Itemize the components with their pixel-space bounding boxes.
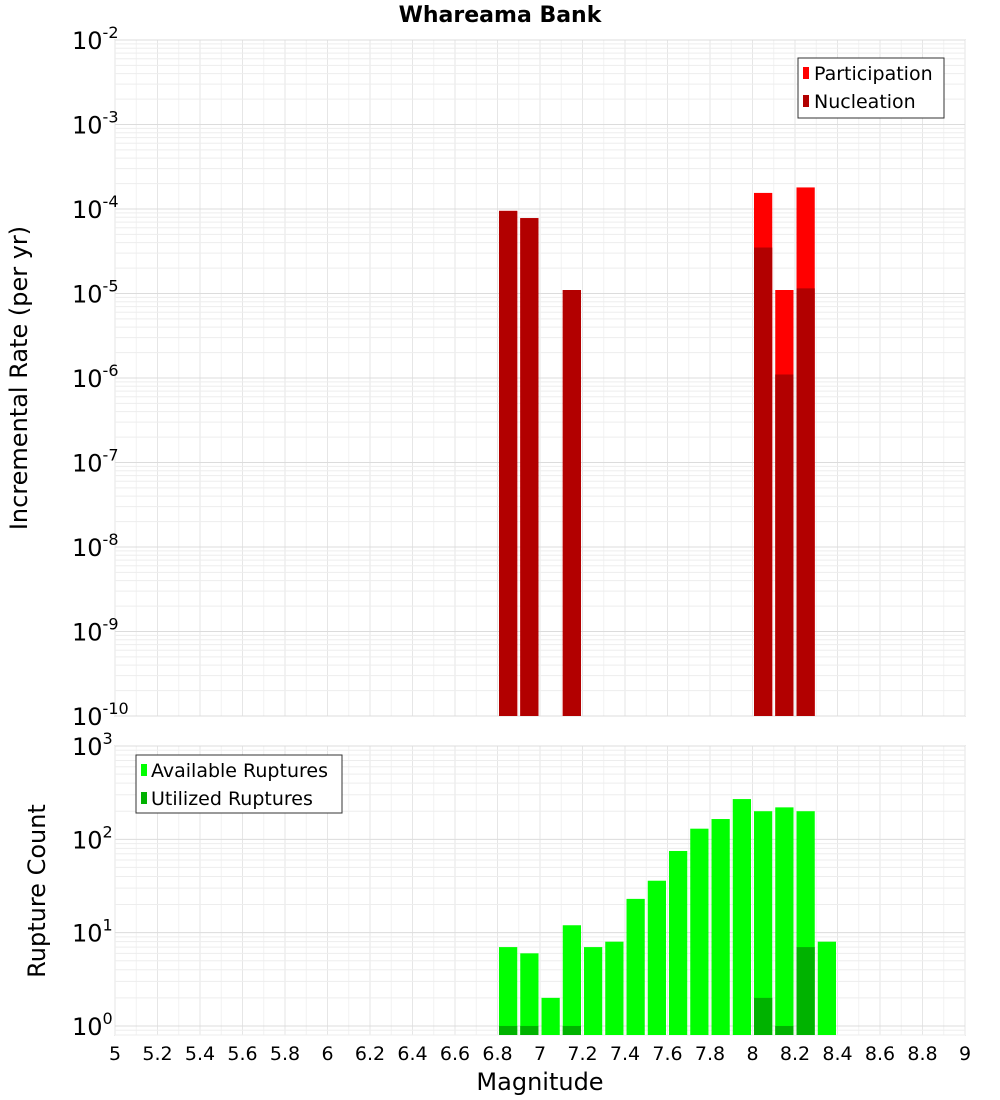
bottom-bar-a: [732, 799, 751, 1035]
chart-title: Whareama Bank: [399, 3, 603, 28]
x-tick-label: 8: [746, 1043, 758, 1065]
top-y-tick-label: 10-2: [72, 23, 119, 55]
bottom-bar-a: [817, 941, 836, 1035]
top-bar-b: [796, 288, 815, 716]
x-axis-label: Magnitude: [476, 1068, 603, 1096]
top-bar-b: [499, 210, 518, 716]
top-y-tick-label: 10-6: [72, 361, 119, 393]
x-tick-labels: 5 5.2 5.4 5.6 5.8 6 6.2 6.4 6.6 6.8 7 7.2 7.4 7.6 7.8 8…: [109, 1043, 971, 1065]
bottom-bar-b: [775, 1025, 794, 1035]
top-y-tick-label: 10-10: [72, 699, 129, 731]
top-bar-b: [754, 247, 773, 716]
top-y-tick-label: 10-9: [72, 615, 119, 647]
legend-swatch-nucleation: [803, 95, 809, 107]
x-tick-label: 5.4: [185, 1043, 215, 1065]
legend-label-available: Available Ruptures: [151, 760, 328, 782]
top-y-tick-label: 10-8: [72, 530, 119, 562]
x-tick-label: 7.2: [567, 1043, 597, 1065]
top-gridlines: [114, 39, 966, 717]
x-tick-label: 6.6: [440, 1043, 470, 1065]
bottom-bar-a: [711, 819, 730, 1035]
top-legend-box: [797, 57, 945, 119]
bottom-bar-a: [605, 941, 624, 1035]
top-bar-b: [562, 290, 581, 716]
x-tick-label: 6: [321, 1043, 333, 1065]
legend-swatch-participation: [803, 67, 809, 79]
x-tick-label: 8.6: [865, 1043, 895, 1065]
bottom-bar-a: [626, 898, 645, 1035]
bottom-bars: [499, 799, 836, 1035]
x-tick-label: 9: [959, 1043, 971, 1065]
legend-swatch-utilized: [141, 792, 147, 804]
bottom-bar-a: [541, 997, 560, 1035]
x-tick-label: 5.6: [227, 1043, 257, 1065]
x-tick-label: 7.4: [610, 1043, 640, 1065]
legend-swatch-available: [141, 764, 147, 776]
bottom-y-tick-labels: 100 101 102 103: [72, 729, 113, 1041]
bottom-legend: Available Ruptures Utilized Ruptures: [135, 754, 343, 814]
bottom-y-tick-label: 102: [72, 822, 113, 854]
x-tick-label: 5: [109, 1043, 121, 1065]
x-tick-label: 6.2: [355, 1043, 385, 1065]
top-y-tick-label: 10-7: [72, 446, 119, 478]
bottom-bar-a: [690, 828, 709, 1035]
bottom-legend-box: [135, 754, 343, 814]
bottom-bar-b: [499, 1025, 518, 1035]
x-tick-label: 7.8: [695, 1043, 725, 1065]
bottom-y-tick-label: 101: [72, 916, 113, 948]
bottom-y-tick-label: 103: [72, 729, 113, 761]
x-tick-label: 8.4: [822, 1043, 852, 1065]
top-bar-b: [520, 218, 539, 716]
bottom-bar-a: [669, 850, 688, 1035]
x-tick-label: 6.8: [482, 1043, 512, 1065]
bottom-bar-b: [520, 1025, 539, 1035]
bottom-bar-a: [562, 925, 581, 1035]
top-y-axis-label: Incremental Rate (per yr): [5, 226, 33, 530]
bottom-bar-b: [754, 997, 773, 1035]
bottom-bar-a: [499, 947, 518, 1035]
legend-label-utilized: Utilized Ruptures: [151, 788, 313, 810]
bottom-y-tick-label: 100: [72, 1009, 113, 1041]
bottom-bar-a: [520, 953, 539, 1035]
x-tick-label: 6.4: [397, 1043, 427, 1065]
top-y-tick-label: 10-3: [72, 108, 119, 140]
bottom-bar-a: [647, 880, 666, 1035]
top-bar-b: [775, 374, 794, 716]
top-y-tick-label: 10-4: [72, 192, 119, 224]
legend-label-participation: Participation: [814, 63, 933, 85]
legend-label-nucleation: Nucleation: [814, 91, 916, 113]
x-tick-label: 5.2: [142, 1043, 172, 1065]
x-tick-label: 7.6: [652, 1043, 682, 1065]
top-y-tick-label: 10-5: [72, 277, 119, 309]
bottom-bar-a: [754, 811, 773, 1035]
bottom-bar-a: [584, 947, 603, 1035]
x-tick-label: 8.2: [780, 1043, 810, 1065]
top-y-tick-labels: 10-10 10-9 10-8 10-7 10-6 10-5 10-4 10-3 10-2: [72, 23, 129, 731]
bottom-bar-b: [562, 1025, 581, 1035]
bottom-bar-b: [796, 947, 815, 1035]
top-legend: Participation Nucleation: [797, 57, 945, 119]
x-tick-label: 8.8: [907, 1043, 937, 1065]
bottom-bar-a: [775, 807, 794, 1035]
top-bars: [499, 187, 815, 717]
x-tick-label: 5.8: [270, 1043, 300, 1065]
x-tick-label: 7: [534, 1043, 546, 1065]
bottom-y-axis-label: Rupture Count: [23, 804, 51, 978]
